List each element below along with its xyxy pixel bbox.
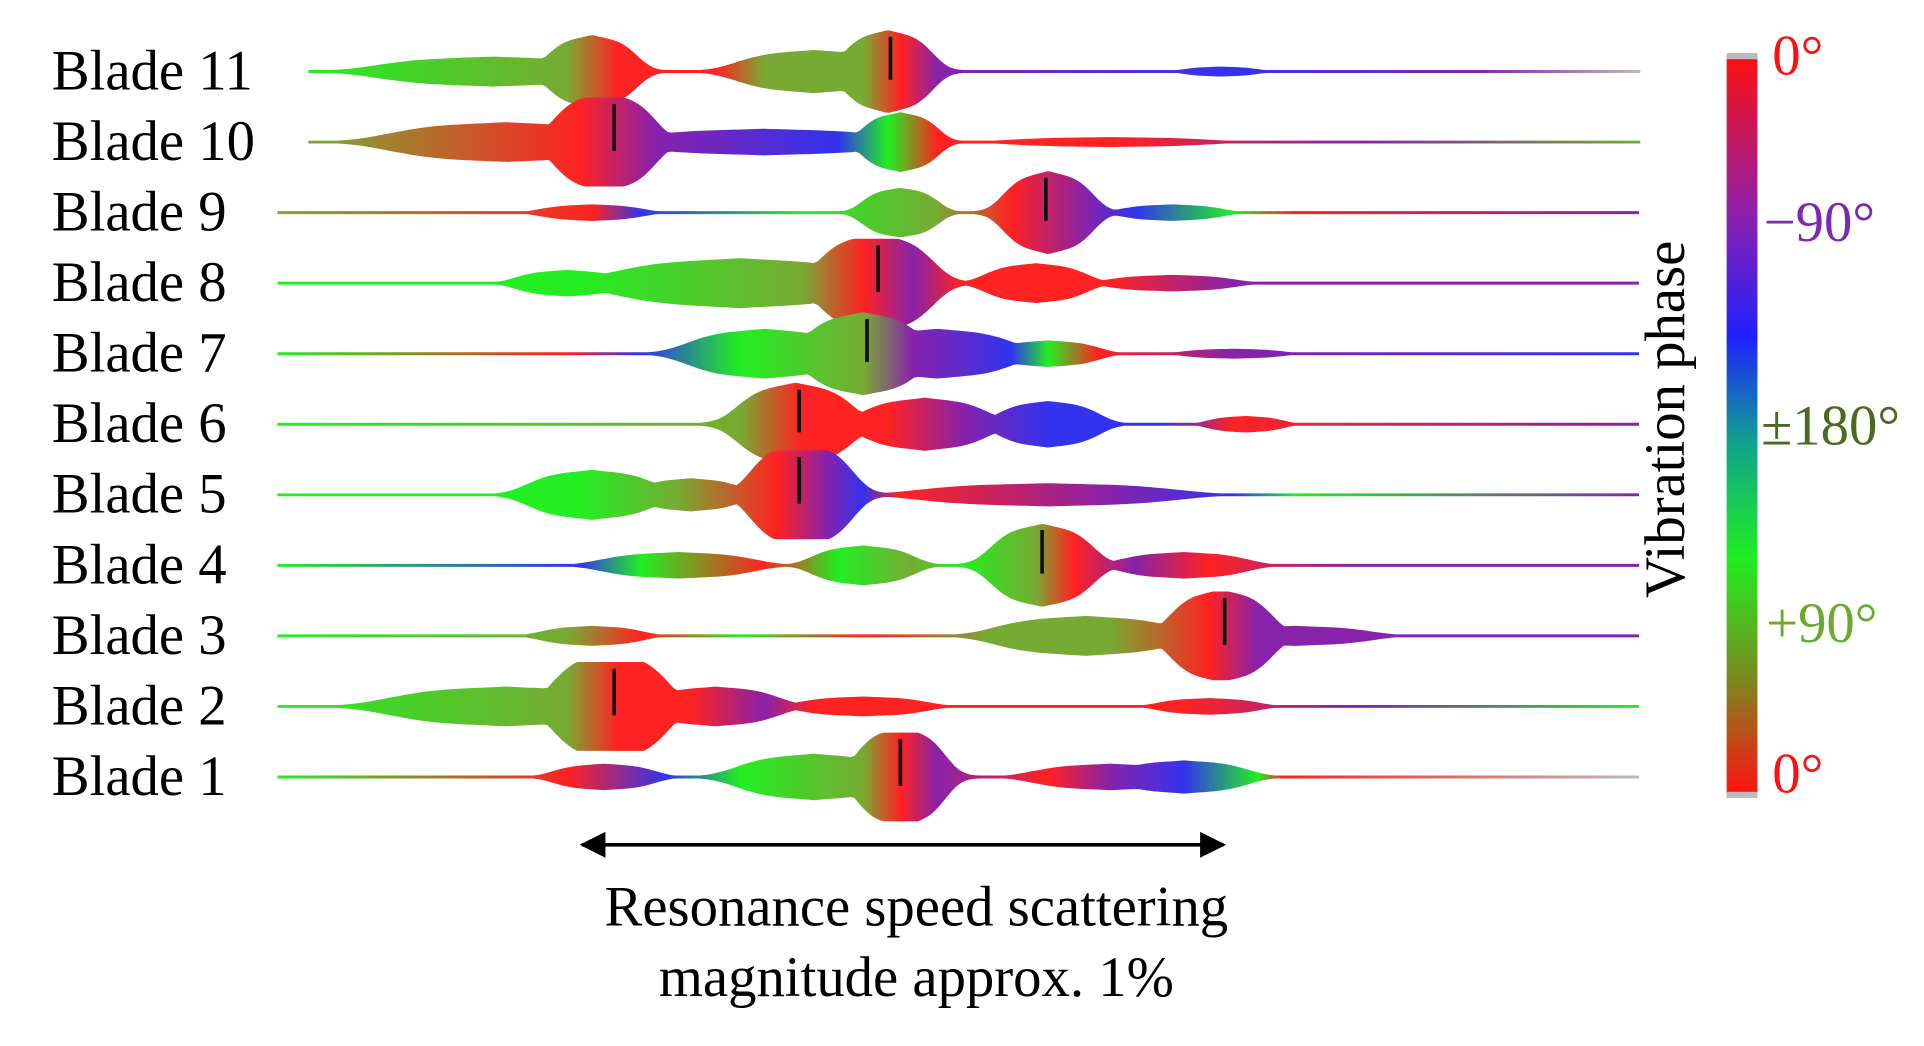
blade-label: Blade 7 <box>52 322 227 385</box>
trace <box>277 662 1640 751</box>
colorbar-cap <box>1726 791 1758 798</box>
trace <box>308 97 1641 187</box>
trace <box>277 450 1640 540</box>
trace <box>277 591 1640 681</box>
colorbar <box>1726 55 1758 796</box>
blade-label: Blade 8 <box>52 251 227 314</box>
colorbar-label: −90° <box>1764 191 1875 254</box>
colorbar-cap <box>1726 53 1758 60</box>
trace <box>308 30 1641 113</box>
annotation: magnitude approx. 1% <box>659 946 1174 1009</box>
trace <box>277 524 1640 607</box>
colorbar-label: +90° <box>1766 592 1877 655</box>
trace <box>277 238 1640 328</box>
blade-label: Blade 6 <box>52 392 227 455</box>
blade-label: Blade 3 <box>52 604 227 667</box>
plot: Blade 11 Blade 10 Blade 9 Blade 8 Blade 7 Bla… <box>52 25 1900 1009</box>
blade-label: Blade 11 <box>52 39 253 102</box>
trace <box>277 171 1640 254</box>
colorbar-label: ±180° <box>1761 395 1900 458</box>
blade-label: Blade 4 <box>52 533 227 596</box>
trace <box>277 732 1640 822</box>
blade-label: Blade 10 <box>52 110 255 173</box>
colorbar-label: 0° <box>1772 25 1823 88</box>
trace <box>277 312 1640 396</box>
blade-label: Blade 9 <box>52 181 227 244</box>
traces: Blade 11 Blade 10 Blade 9 Blade 8 Blade 7 Bla… <box>52 30 1641 822</box>
blade-label: Blade 1 <box>52 745 227 808</box>
colorbar-label: 0° <box>1772 742 1823 805</box>
blade-label: Blade 5 <box>52 463 227 526</box>
colorbar-title: Vibration phase <box>1634 241 1697 598</box>
trace <box>277 382 1640 466</box>
blade-label: Blade 2 <box>52 674 227 737</box>
annotation: Resonance speed scattering <box>605 876 1229 939</box>
